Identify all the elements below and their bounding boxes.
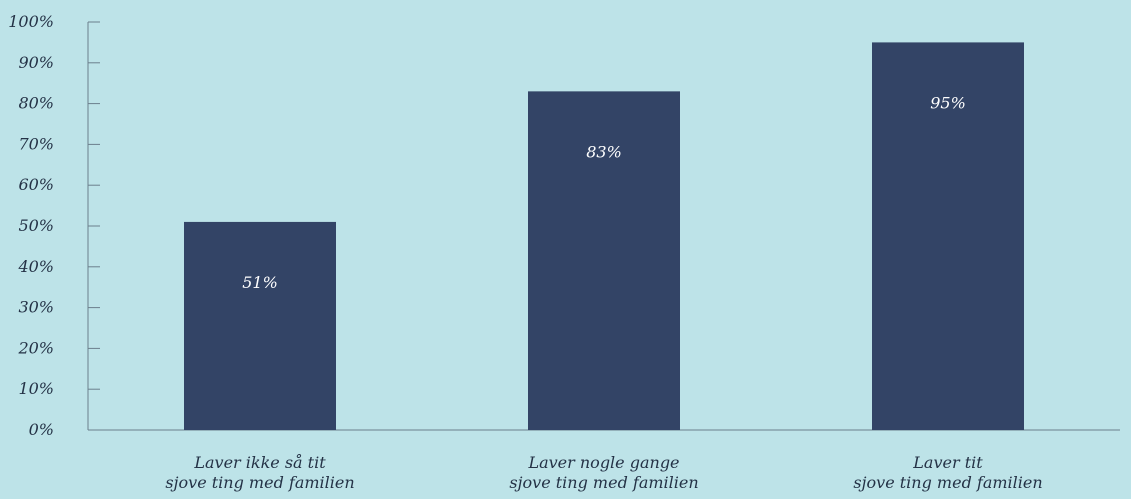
x-category-label-line: Laver nogle gange — [527, 453, 679, 472]
x-category-label-line: Laver tit — [912, 453, 983, 472]
y-tick-label: 70% — [18, 134, 54, 153]
bar — [872, 42, 1024, 431]
bar-data-label: 95% — [930, 93, 966, 112]
y-tick-label: 10% — [18, 379, 54, 398]
y-tick-label: 0% — [29, 420, 54, 439]
bar — [528, 91, 680, 431]
x-category-label-line: sjove ting med familien — [509, 473, 698, 492]
bar-data-label: 83% — [586, 142, 622, 161]
y-tick-label: 100% — [8, 12, 54, 31]
y-tick-label: 20% — [17, 338, 54, 357]
x-category-label: Laver tit sjove ting med familien — [853, 453, 1042, 492]
y-tick-label: 50% — [18, 216, 54, 235]
x-category-label: Laver nogle gange sjove ting med familien — [509, 453, 698, 492]
bar — [184, 221, 336, 430]
y-tick-label: 40% — [17, 257, 54, 276]
x-category-label: Laver ikke så tit sjove ting med familien — [165, 453, 354, 492]
bar-data-label: 51% — [242, 273, 278, 292]
y-tick-label: 30% — [18, 298, 54, 317]
y-tick-label: 90% — [18, 53, 54, 72]
x-category-label-line: sjove ting med familien — [853, 473, 1042, 492]
x-category-label-line: Laver ikke så tit — [193, 453, 326, 472]
x-category-label-line: sjove ting med familien — [165, 473, 354, 492]
y-tick-label: 80% — [18, 94, 54, 113]
y-tick-label: 60% — [18, 175, 54, 194]
